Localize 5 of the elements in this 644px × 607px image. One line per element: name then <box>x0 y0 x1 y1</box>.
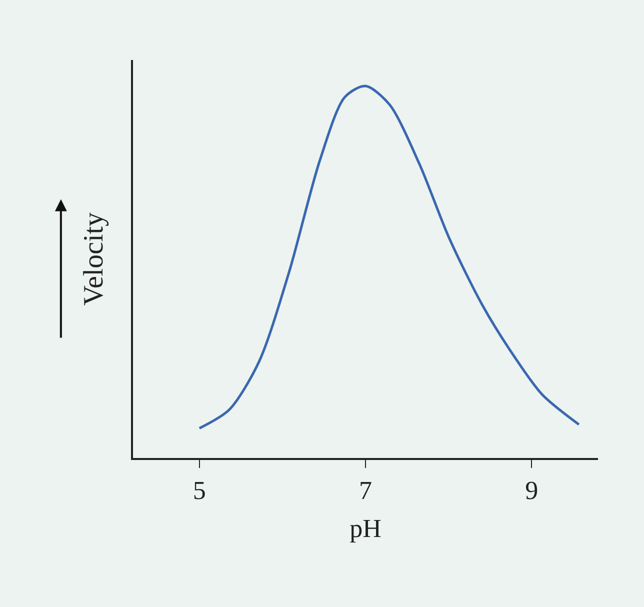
x-axis-title: pH <box>350 514 382 544</box>
x-tick-label: 9 <box>525 476 538 505</box>
x-tick-label: 7 <box>359 476 372 505</box>
y-axis-title: Velocity <box>78 212 110 306</box>
x-tick-label: 5 <box>192 476 206 505</box>
